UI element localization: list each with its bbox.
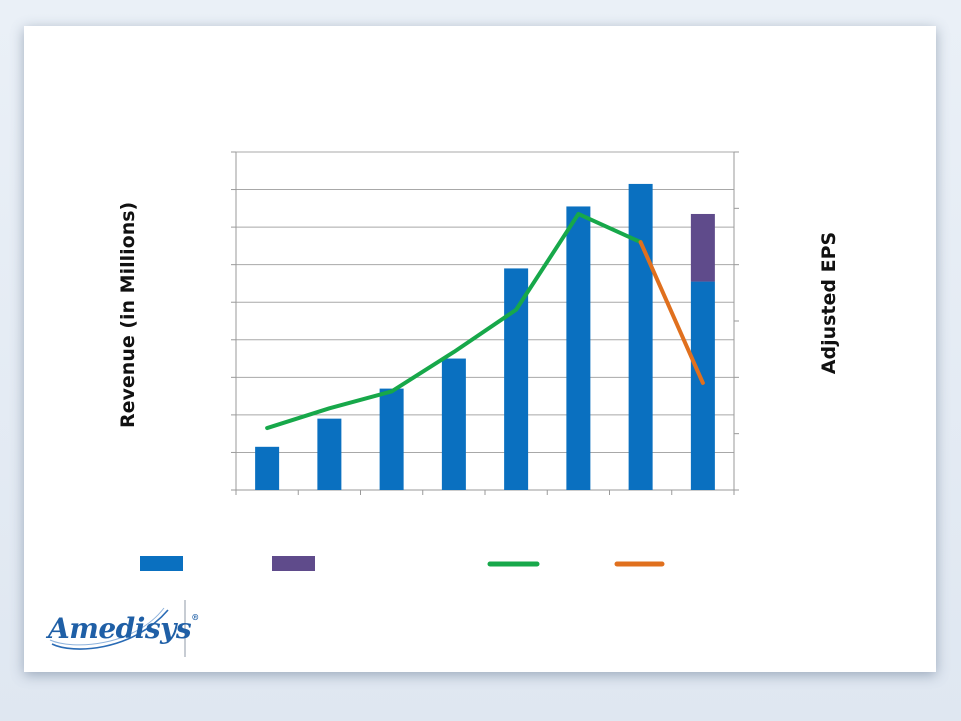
- stacked-bar-segment: [690, 213, 715, 282]
- revenue-bar: [255, 446, 280, 490]
- revenue-bar: [566, 206, 591, 490]
- revenue-bar: [441, 358, 466, 490]
- legend-swatch-revenue: [140, 556, 183, 571]
- revenue-bar: [628, 183, 653, 490]
- company-logo: Amedisys®: [48, 612, 199, 645]
- logo-swoosh-icon: [49, 607, 169, 650]
- eps-line: [265, 211, 643, 431]
- logo-divider: [184, 600, 186, 657]
- revenue-bar: [317, 418, 342, 490]
- revenue-bar: [504, 268, 529, 490]
- revenue-bar: [690, 281, 715, 490]
- eps-projection-line: [638, 240, 705, 385]
- logo-text: Amedisys: [48, 612, 192, 645]
- logo-registered-mark: ®: [191, 612, 199, 622]
- revenue-bar: [379, 388, 404, 490]
- legend-swatch-stacked: [272, 556, 315, 571]
